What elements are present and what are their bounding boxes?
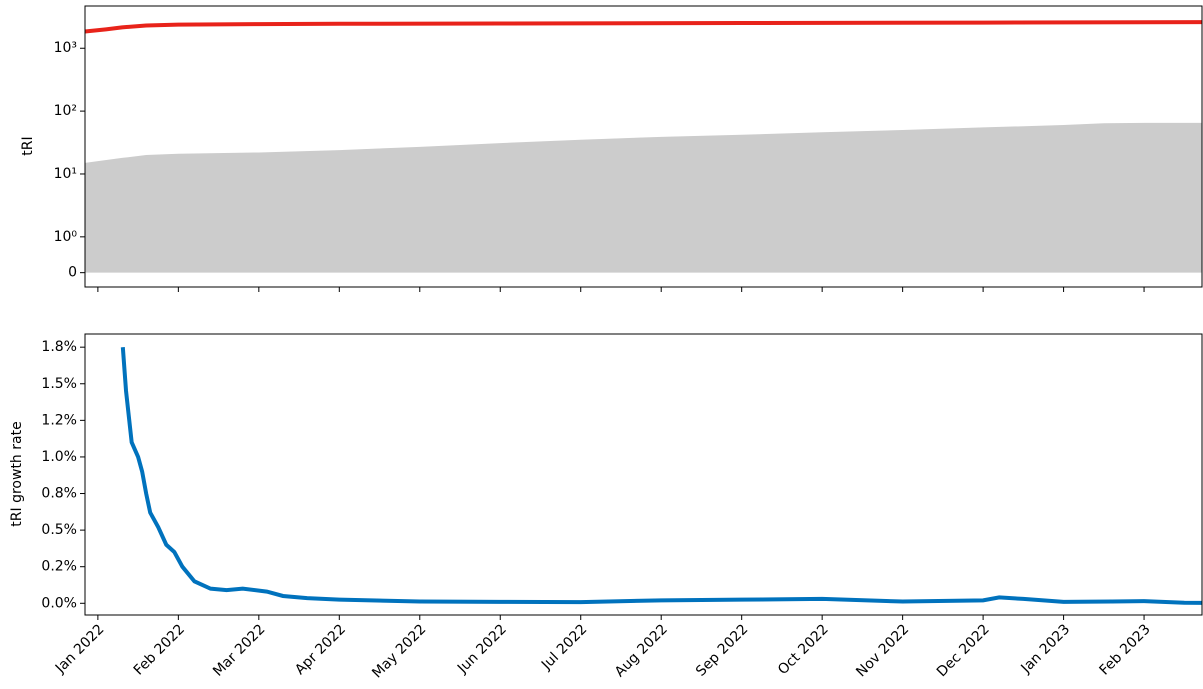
x-tick-label: Nov 2022 [853, 621, 912, 680]
y-tick-label: 10² [54, 103, 77, 119]
area [85, 122, 1202, 273]
x-tick-label: Jan 2023 [1018, 621, 1074, 677]
y-axis-label: tRI growth rate [9, 421, 25, 526]
x-tick-label: Jan 2022 [52, 621, 108, 677]
y-tick-label: 1.0% [41, 449, 77, 465]
y-tick-label: 0.8% [41, 486, 77, 502]
x-tick-label: Apr 2022 [292, 621, 349, 678]
y-tick-label: 0.0% [41, 595, 77, 611]
x-tick-label: Aug 2022 [612, 621, 671, 680]
y-axis-label: tRI [20, 136, 36, 155]
y-tick-label: 0.2% [41, 559, 77, 575]
y-tick-label: 0 [68, 265, 77, 281]
x-tick-label: Sep 2022 [693, 621, 751, 679]
x-tick-label: Feb 2023 [1097, 621, 1154, 678]
x-tick-label: May 2022 [369, 621, 429, 681]
x-tick-label: Jul 2022 [538, 621, 590, 673]
x-tick-label: Jun 2022 [454, 621, 510, 677]
line [84, 20, 1203, 34]
x-tick-label: Oct 2022 [775, 621, 832, 678]
y-tick-label: 0.5% [41, 522, 77, 538]
x-tick-label: Mar 2022 [210, 621, 268, 679]
plot-frame [84, 333, 1203, 616]
x-tick-label: Dec 2022 [934, 621, 993, 680]
plot-frame [84, 5, 1203, 288]
y-tick-label: 1.5% [41, 376, 77, 392]
y-tick-label: 1.2% [41, 412, 77, 428]
y-tick-label: 10¹ [54, 166, 77, 182]
y-tick-label: 10³ [54, 40, 77, 56]
y-tick-label: 10⁰ [54, 229, 78, 245]
x-tick-label: Feb 2022 [131, 621, 188, 678]
line [120, 347, 1203, 605]
y-tick-label: 1.8% [41, 339, 77, 355]
